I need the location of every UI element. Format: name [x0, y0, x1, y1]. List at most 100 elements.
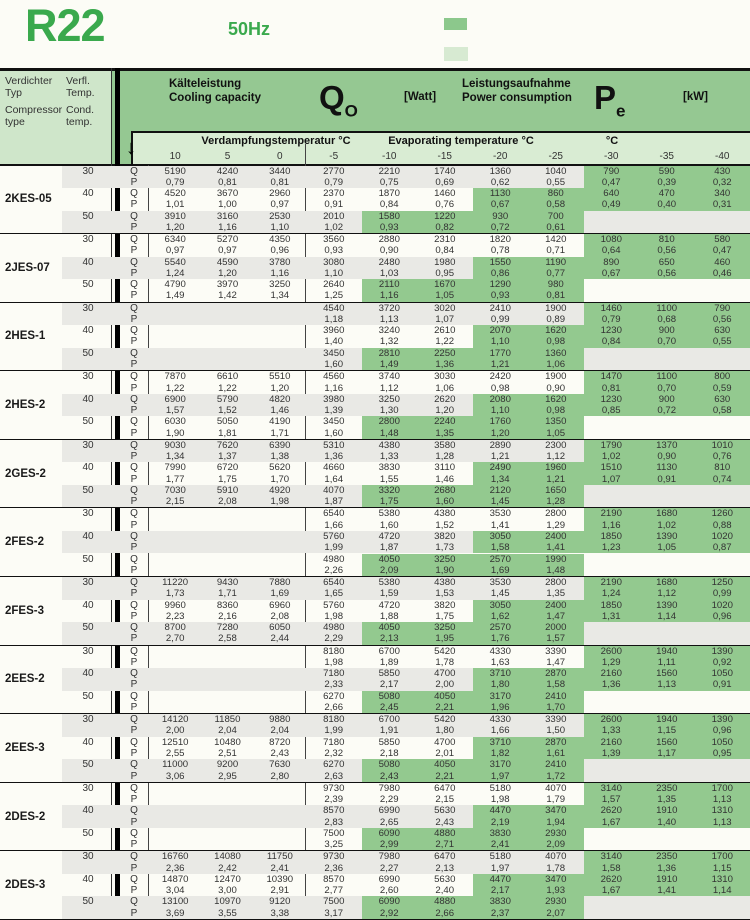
power-consumption-value: 1,64: [324, 473, 344, 485]
power-consumption-value: 1,10: [490, 405, 510, 417]
cooling-capacity-value: 7500: [323, 827, 345, 839]
power-consumption-value: 1,82: [490, 747, 510, 759]
power-consumption-value: 1,28: [546, 496, 566, 508]
cooling-capacity-value: 4070: [323, 484, 345, 496]
power-consumption-value: 0,47: [601, 176, 621, 188]
cooling-capacity-value: 5080: [378, 690, 400, 702]
row-type-label: Q: [130, 484, 138, 496]
cond-temp-group: 50 Q 3910 3160 2530 2010 1580 1220 930 700 P 1,20 1,…: [62, 210, 750, 234]
cond-temp-group: 30 Q 9030 7620 6390 5310 4380 3580 2890 2300 1790 1…: [62, 439, 750, 463]
cond-temp-value: 30: [82, 508, 94, 520]
cooling-capacity-value: 1130: [656, 462, 678, 474]
cond-temp-group: 50 Q 8700 7280 6050 4980 4050 3250 2570 2000 P 2,70…: [62, 622, 750, 645]
power-consumption-value: 1,36: [601, 679, 621, 691]
row-type-label: P: [130, 794, 138, 806]
row-type-label: Q: [130, 325, 138, 337]
row-type-label: P: [130, 199, 138, 211]
cooling-capacity-value: 1310: [711, 805, 733, 817]
cooling-capacity-value: 700: [547, 210, 564, 222]
cooling-capacity-value: 1460: [434, 188, 456, 200]
row-type-label: Q: [130, 690, 138, 702]
power-consumption-value: 1,71: [270, 427, 290, 439]
power-consumption-value: 1,52: [435, 519, 455, 531]
cooling-capacity-value: 3390: [545, 714, 567, 726]
type-header-en: Compressor: [5, 104, 63, 116]
row-type-label: P: [130, 382, 138, 394]
cond-temp-value: 30: [82, 439, 94, 451]
row-type-label: P: [130, 496, 138, 508]
power-consumption-value: 0,91: [712, 679, 732, 691]
power-consumption-value: 1,14: [712, 885, 732, 897]
power-consumption-value: 1,02: [657, 519, 677, 531]
power-consumption-row: P 1,40 1,32 1,22 1,10 0,98 0,84 0,70 0,55: [62, 336, 750, 347]
power-consumption-value: 0,96: [270, 245, 290, 257]
cooling-capacity-value: 9200: [216, 759, 239, 771]
cooling-capacity-value: 1390: [711, 645, 733, 657]
cond-temp-value: 50: [82, 690, 94, 702]
power-consumption-value: 1,73: [165, 588, 185, 600]
power-consumption-value: 0,89: [546, 313, 566, 325]
power-consumption-value: 1,47: [546, 610, 566, 622]
cooling-capacity-value: 1370: [656, 439, 678, 451]
power-consumption-row: P 1,98 1,89 1,78 1,63 1,47 1,29 1,11 0,92: [62, 657, 750, 668]
row-type-label: P: [130, 862, 138, 874]
cooling-capacity-value: 5910: [216, 484, 239, 496]
power-consumption-value: 1,97: [490, 862, 510, 874]
cooling-capacity-value: 2530: [269, 210, 291, 222]
power-consumption-value: 1,16: [379, 290, 399, 302]
power-consumption-value: 1,16: [324, 382, 344, 394]
power-consumption-value: 1,50: [546, 725, 566, 737]
power-consumption-value: 2,99: [379, 839, 399, 851]
power-consumption-value: 1,46: [270, 405, 290, 417]
power-consumption-value: 1,22: [165, 382, 185, 394]
cooling-capacity-value: 5620: [269, 462, 291, 474]
cooling-capacity-value: 1820: [489, 234, 511, 246]
cooling-capacity-row: Q 14870 12470 10390 8570 6990 5630 4470 3470 2620…: [62, 874, 750, 885]
power-consumption-value: 0,81: [270, 176, 290, 188]
power-consumption-value: 3,55: [218, 907, 237, 919]
cooling-capacity-value: 3960: [323, 325, 345, 337]
cooling-capacity-value: 4350: [269, 234, 291, 246]
power-consumption-value: 1,65: [324, 588, 344, 600]
cooling-capacity-row: Q 8570 6990 5630 4470 3470 2620 1910 1310: [62, 805, 750, 816]
cooling-capacity-value: 6960: [269, 599, 291, 611]
application-range-highlight: [472, 188, 750, 211]
power-consumption-value: 1,89: [379, 656, 399, 668]
power-consumption-row: P 1,99 1,87 1,73 1,58 1,41 1,23 1,05 0,87: [62, 542, 750, 553]
power-consumption-value: 1,13: [379, 313, 399, 325]
power-consumption-value: 0,49: [601, 199, 621, 211]
row-type-label: P: [130, 747, 138, 759]
power-consumption-value: 1,95: [435, 633, 455, 645]
cooling-capacity-value: 5380: [378, 577, 400, 589]
row-type-label: P: [130, 679, 138, 691]
power-consumption-value: 1,61: [546, 747, 566, 759]
power-consumption-value: 2,44: [270, 633, 290, 645]
cond-temp-value: 40: [82, 530, 94, 542]
cooling-capacity-row: Q 12510 10480 8720 7180 5850 4700 3710 2870 2160 1…: [62, 737, 750, 748]
cooling-capacity-row: Q 14120 11850 9880 8180 6700 5420 4330 3390 2600 1…: [62, 714, 750, 725]
evap-temp-tick: 5: [224, 151, 231, 162]
frequency-label: 50Hz: [228, 19, 271, 39]
type-header-de: Verdichter: [5, 75, 53, 87]
power-consumption-value: 3,38: [270, 907, 290, 919]
cooling-capacity-value: 7630: [269, 759, 291, 771]
compressor-block: 2DES-3 30 Q 16760 14080 11750 9730 7980 6470 5180…: [0, 851, 750, 920]
power-consumption-row: P 1,73 1,71 1,69 1,65 1,59 1,53 1,45 1,35 1,24 1,1…: [62, 588, 750, 599]
cond-temp-value: 50: [82, 896, 94, 908]
cooling-capacity-value: 1760: [489, 416, 511, 428]
power-consumption-value: 2,83: [324, 816, 344, 828]
power-consumption-value: 0,84: [601, 336, 621, 348]
power-consumption-value: 0,93: [324, 245, 344, 257]
power-consumption-value: 0,39: [657, 176, 677, 188]
cooling-capacity-row: Q 5190 4240 3440 2770 2210 1740 1360 1040 790 590 4…: [62, 166, 750, 177]
cooling-capacity-value: 890: [603, 256, 620, 268]
compressor-block: 2GES-2 30 Q 9030 7620 6390 5310 4380 3580 2890 230…: [0, 439, 750, 509]
power-consumption-row: P 1,18 1,13 1,07 0,99 0,89 0,79 0,68 0,56: [62, 314, 750, 325]
evap-temp-tick: -40: [715, 151, 730, 162]
power-consumption-value: 1,24: [165, 267, 185, 279]
cooling-capacity-value: 6050: [269, 622, 291, 634]
power-consumption-value: 1,40: [657, 816, 677, 828]
row-type-label: Q: [130, 851, 138, 863]
cooling-capacity-value: 9880: [269, 714, 291, 726]
power-consumption-value: 0,92: [712, 656, 732, 668]
